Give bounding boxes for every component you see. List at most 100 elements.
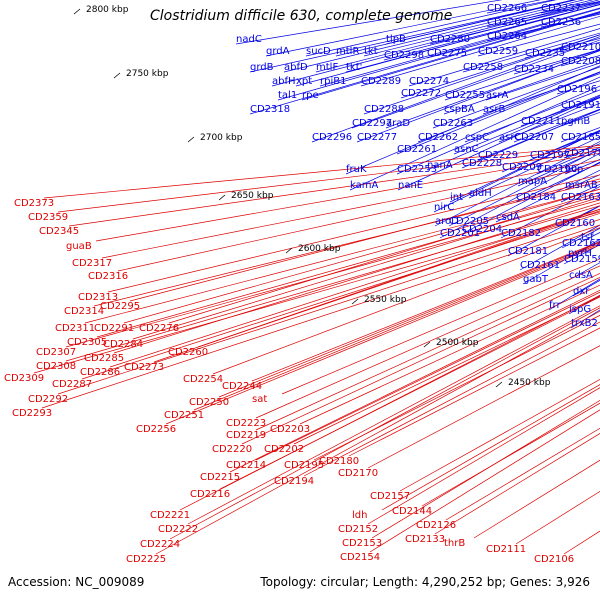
forward-gene-label: CD2262: [418, 132, 458, 143]
reverse-leader-line: [81, 212, 600, 380]
forward-leader-line: [363, 34, 600, 115]
forward-gene-label: nanE: [398, 180, 423, 191]
reverse-gene-label: CD2256: [136, 424, 176, 435]
reverse-gene-label: CD2273: [124, 362, 164, 373]
forward-gene-label: CD2162: [562, 238, 600, 249]
reverse-leader-line: [107, 174, 600, 293]
reverse-gene-label: CD2153: [342, 538, 382, 549]
forward-gene-label: CD2196: [557, 84, 597, 95]
forward-gene-label: grdA: [266, 46, 290, 57]
reverse-leader-line: [117, 164, 600, 272]
reverse-leader-line: [255, 291, 600, 461]
forward-gene-label: gabT: [523, 274, 549, 285]
forward-leader-line: [433, 130, 600, 213]
forward-gene-label: pyrH: [568, 248, 592, 259]
reverse-leader-line: [95, 152, 600, 242]
forward-gene-label: cdsA: [569, 270, 593, 281]
reverse-leader-line: [155, 310, 600, 555]
forward-gene-label: tsf: [581, 232, 594, 243]
forward-gene-label: CD2266: [487, 3, 527, 14]
forward-gene-label: tkt': [346, 62, 362, 73]
reverse-gene-label: CD2260: [168, 347, 208, 358]
reverse-leader-lines: [33, 144, 600, 555]
reverse-gene-label: CD2286: [80, 367, 120, 378]
forward-leader-line: [301, 11, 600, 101]
reverse-leader-line: [251, 241, 600, 382]
forward-gene-label: CD2288: [364, 104, 404, 115]
forward-leader-line: [429, 2, 600, 45]
reverse-leader-line: [371, 399, 600, 539]
forward-gene-label: fruK: [346, 164, 367, 175]
reverse-gene-label: CD2154: [340, 552, 380, 563]
forward-gene-label: CD2259: [478, 46, 518, 57]
reverse-leader-line: [293, 295, 600, 445]
forward-gene-label: pgmB: [561, 116, 590, 127]
forward-gene-label: CD2159: [564, 254, 600, 265]
kbp-tick-label: 2700 kbp: [200, 133, 243, 143]
reverse-gene-label: CD2106: [534, 554, 574, 565]
forward-gene-label: trxB2: [571, 318, 598, 329]
reverse-gene-label: CD2316: [88, 271, 128, 282]
reverse-gene-label: guaB: [66, 241, 92, 252]
forward-gene-label: asrC: [499, 132, 521, 143]
reverse-gene-label: CD2180: [319, 456, 359, 467]
genome-summary-text: Topology: circular; Length: 4,290,252 bp…: [260, 575, 590, 589]
kbp-tick-mark: [423, 341, 431, 348]
kbp-tick-mark: [187, 136, 195, 143]
forward-gene-label: tlpB: [386, 34, 406, 45]
reverse-leader-line: [241, 276, 600, 445]
forward-gene-label: mtlR: [336, 46, 359, 57]
map-title: Clostridium difficile 630, complete geno…: [150, 8, 453, 24]
forward-gene-label: CD2185: [561, 132, 600, 143]
reverse-leader-line: [153, 210, 600, 363]
reverse-leader-line: [212, 227, 600, 375]
reverse-leader-line: [101, 159, 600, 259]
forward-gene-label: nanA: [427, 160, 453, 171]
forward-gene-label: CD2161: [520, 260, 560, 271]
reverse-leader-line: [473, 459, 600, 539]
reverse-gene-label: CD2287: [52, 379, 92, 390]
forward-gene-label: CD2289: [361, 76, 401, 87]
forward-gene-label: hcp: [565, 164, 583, 175]
reverse-leader-line: [399, 378, 600, 492]
reverse-gene-label: ldh: [352, 510, 367, 521]
reverse-gene-label: CD2194: [274, 476, 314, 487]
forward-gene-labels: CD2266 CD2237 CD2265 CD2236 nadC CD2264 grdA su…: [236, 3, 600, 329]
forward-gene-label: CD2297: [352, 118, 392, 129]
reverse-leader-line: [281, 258, 600, 395]
forward-gene-label: asnC: [454, 144, 479, 155]
reverse-gene-label: CD2291: [94, 323, 134, 334]
forward-gene-label: CD2229: [478, 150, 518, 161]
reverse-gene-label: CD2359: [28, 212, 68, 223]
reverse-gene-labels: CD2373 CD2359 CD2345 guaB CD2317 CD2316 CD2313…: [4, 198, 574, 565]
forward-gene-label: CD2211: [521, 116, 561, 127]
kbp-tick-labels: 2800 kbp 2750 kbp 2700 kbp 2650 kbp 2600 kbp…: [73, 5, 551, 388]
forward-leader-line: [283, 0, 585, 73]
forward-gene-label: CD2296: [312, 132, 352, 143]
reverse-gene-label: CD2308: [36, 361, 76, 372]
reverse-gene-label: CD2222: [158, 524, 198, 535]
reverse-gene-label: CD2295: [100, 301, 140, 312]
kbp-tick-mark: [285, 247, 293, 254]
forward-leader-line: [464, 89, 600, 143]
forward-gene-label: nadC: [236, 34, 262, 45]
forward-leader-line: [315, 0, 600, 73]
forward-leader-line: [351, 39, 600, 129]
kbp-tick-label: 2500 kbp: [436, 338, 479, 348]
reverse-gene-label: CD2133: [405, 534, 445, 545]
reverse-gene-label: CD2305: [67, 337, 107, 348]
kbp-tick-mark: [495, 381, 503, 388]
forward-gene-label: CD2197: [530, 150, 570, 161]
forward-gene-label: CD2236: [541, 17, 581, 28]
reverse-gene-label: CD2223: [226, 418, 266, 429]
forward-gene-label: CD2210: [561, 42, 600, 53]
reverse-gene-label: CD2345: [39, 226, 79, 237]
forward-leader-lines: [235, 0, 600, 329]
reverse-gene-label: CD2276: [139, 323, 179, 334]
forward-gene-label: CD2182: [501, 228, 541, 239]
reverse-gene-label: CD2219: [226, 430, 266, 441]
reverse-leader-line: [68, 150, 600, 227]
forward-gene-label: rpiB1: [320, 76, 346, 87]
forward-leader-line: [383, 4, 600, 61]
forward-gene-label: abfD: [284, 62, 308, 73]
